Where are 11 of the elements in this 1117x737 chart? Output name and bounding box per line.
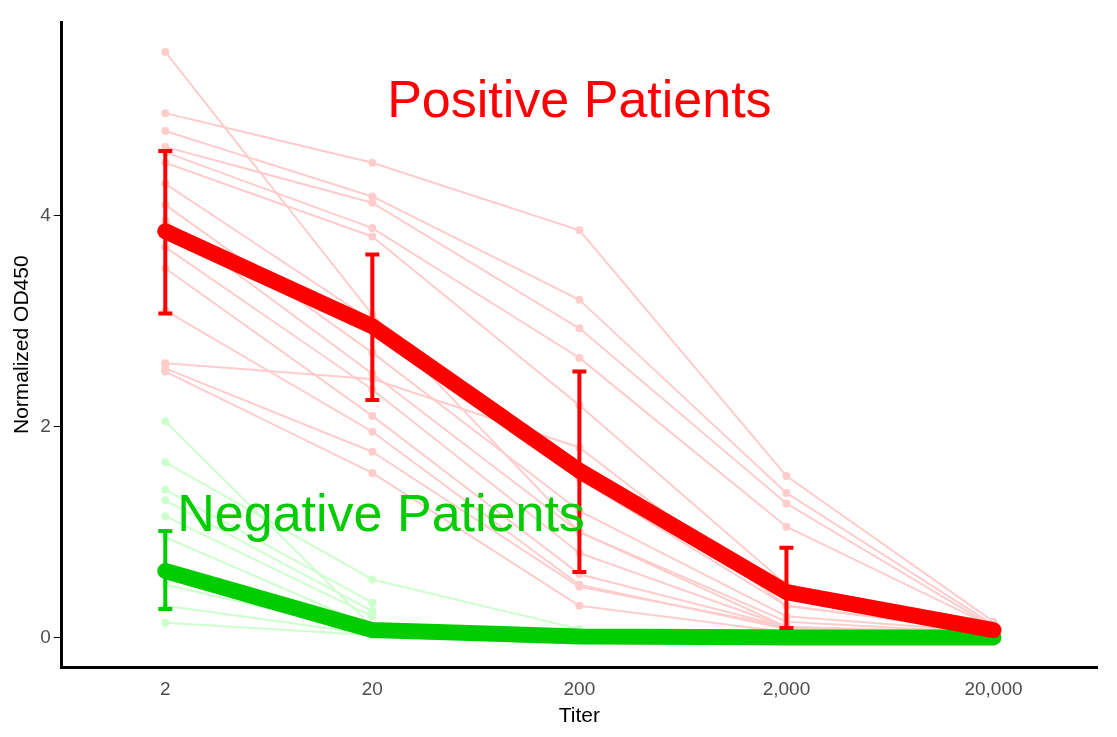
y-tick-label: 2 bbox=[40, 414, 51, 436]
y-tick-label: 0 bbox=[40, 625, 51, 647]
text: Positive Patients bbox=[387, 70, 772, 129]
y-tick-label: 4 bbox=[40, 203, 52, 225]
x-tick-label: 20 bbox=[361, 677, 383, 699]
x-tick-label: 200 bbox=[563, 677, 596, 699]
x-axis-title: Titer bbox=[558, 703, 600, 727]
y-axis-title: Normalized OD450 bbox=[9, 255, 33, 434]
x-tick-label: 20,000 bbox=[964, 677, 1023, 699]
x-tick-label: 2,000 bbox=[762, 677, 811, 699]
x-tick-label: 2 bbox=[160, 677, 171, 699]
